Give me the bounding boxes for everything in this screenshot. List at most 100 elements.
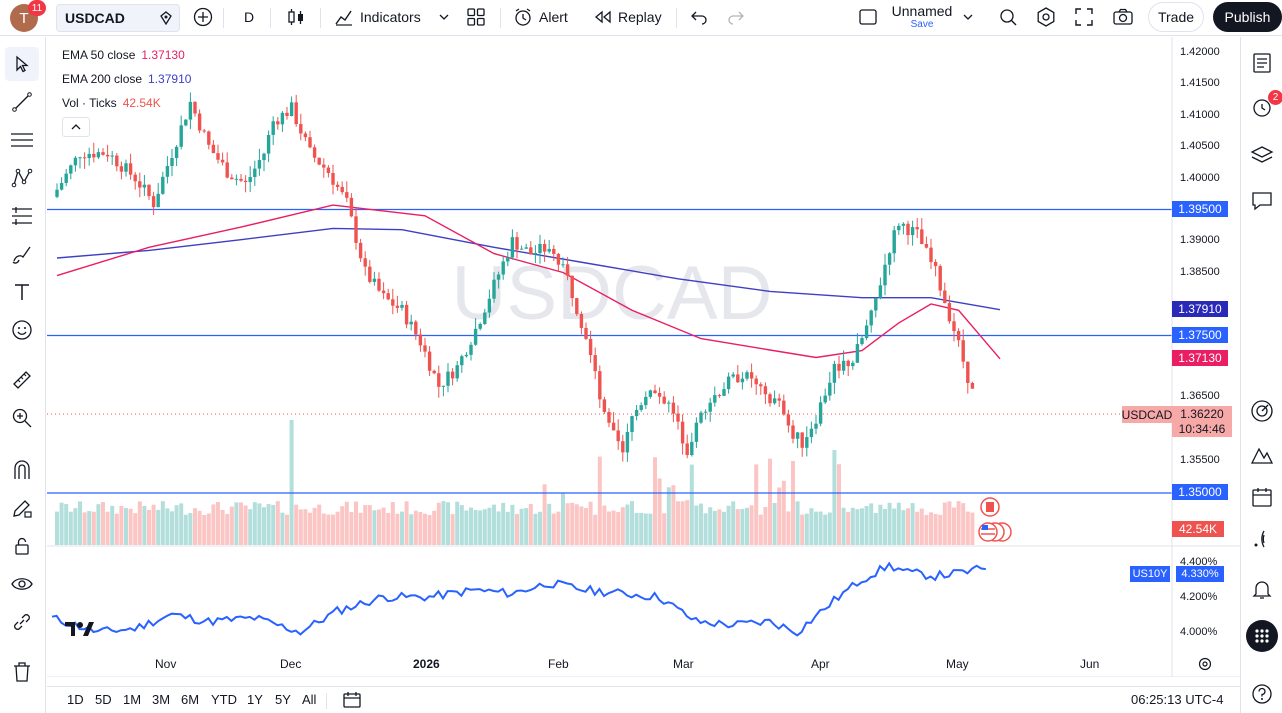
volume-bar (372, 510, 377, 545)
volume-bar (349, 512, 354, 545)
drawing-mode-tool[interactable] (5, 491, 39, 525)
quick-search-button[interactable] (998, 3, 1018, 31)
indicators-button[interactable]: Indicators (334, 3, 421, 31)
link-tool[interactable] (5, 605, 39, 639)
range-ytd[interactable]: YTD (211, 692, 237, 707)
clock[interactable]: 06:25:13 UTC-4 (1131, 692, 1224, 707)
layout-menu[interactable] (858, 3, 878, 31)
volume-bar (400, 511, 404, 545)
measure-tool[interactable] (5, 363, 39, 397)
fullscreen-icon (1075, 8, 1093, 26)
level-label[interactable]: 1.35000 (1172, 484, 1228, 500)
ideas-button[interactable] (1246, 439, 1278, 471)
legend-ema200[interactable]: EMA 200 close 1.37910 (62, 72, 191, 86)
level-label[interactable]: 1.37500 (1172, 327, 1228, 343)
undo-button[interactable] (690, 3, 708, 31)
legend-ema50[interactable]: EMA 50 close 1.37130 (62, 48, 185, 62)
volume-bar (970, 512, 975, 545)
time-axis-settings[interactable] (1198, 657, 1212, 671)
remove-drawings-tool[interactable] (5, 655, 39, 689)
chart-area[interactable]: USDCAD EMA 50 close 1.37130 (47, 37, 1240, 677)
lock-tool[interactable] (5, 529, 39, 563)
cursor-tool[interactable] (5, 47, 39, 81)
range-1m[interactable]: 1M (123, 692, 142, 707)
candle-body (644, 396, 648, 406)
us-flag-icon[interactable] (978, 522, 1012, 542)
candle-body (142, 184, 147, 188)
range-6m[interactable]: 6M (181, 692, 200, 707)
legend-volume[interactable]: Vol · Ticks 42.54K (62, 96, 161, 110)
candle-body (464, 354, 469, 357)
brush-tool[interactable] (5, 237, 39, 271)
redo-button[interactable] (727, 3, 745, 31)
layout-name-label: Unnamed (891, 3, 953, 19)
range-1y[interactable]: 1Y (247, 692, 263, 707)
layout-dropdown[interactable] (962, 3, 974, 31)
pattern-tool[interactable] (5, 161, 39, 195)
volume-bar (699, 503, 703, 545)
range-1d[interactable]: 1D (67, 692, 84, 707)
volume-bar (597, 456, 602, 545)
symbol-search[interactable]: USDCAD (56, 4, 180, 32)
volume-bar (455, 501, 460, 545)
text-tool[interactable] (5, 275, 39, 309)
indicators-dropdown[interactable] (438, 3, 450, 31)
range-all[interactable]: All (302, 692, 317, 707)
volume-bar (243, 505, 248, 545)
target-button[interactable] (1246, 395, 1278, 427)
time-tick: Feb (548, 657, 569, 671)
volume-bar (151, 504, 156, 545)
streams-button[interactable] (1246, 523, 1278, 555)
object-tree-button[interactable] (1246, 139, 1278, 171)
candle-body (616, 430, 620, 442)
ema200-price-label[interactable]: 1.37910 (1172, 301, 1228, 317)
canada-flag-icon[interactable] (980, 497, 1000, 517)
chat-button[interactable] (1246, 185, 1278, 217)
range-3m[interactable]: 3M (152, 692, 171, 707)
fullscreen-button[interactable] (1074, 3, 1094, 31)
volume-bar (694, 505, 699, 545)
alert-button[interactable]: Alert (513, 3, 568, 31)
current-price-value: 1.36220 (1180, 407, 1224, 421)
magnet-tool[interactable] (5, 453, 39, 487)
candles (55, 92, 975, 462)
publish-button[interactable]: Publish (1213, 2, 1282, 32)
goto-date-button[interactable] (342, 691, 362, 709)
us10y-value-label[interactable]: 4.330% (1176, 566, 1224, 582)
volume-bar (193, 508, 197, 545)
current-price-label[interactable]: 1.36220 10:34:46 (1172, 406, 1232, 437)
interval-button[interactable]: D (244, 3, 254, 31)
fib-tool[interactable] (5, 199, 39, 233)
chart-type-button[interactable] (287, 3, 305, 31)
layouts-button[interactable] (467, 3, 485, 31)
snapshot-button[interactable] (1112, 3, 1134, 31)
settings-button[interactable] (1036, 3, 1056, 31)
zoom-tool[interactable] (5, 401, 39, 435)
calendar-button[interactable] (1246, 481, 1278, 513)
trend-line-tool[interactable] (5, 85, 39, 119)
trade-button[interactable]: Trade (1148, 2, 1204, 32)
range-5d[interactable]: 5D (95, 692, 112, 707)
volume-bar (542, 484, 547, 545)
layout-name[interactable]: Unnamed Save (887, 3, 957, 31)
target-icon (1251, 400, 1273, 422)
range-5y[interactable]: 5Y (275, 692, 291, 707)
help-button[interactable] (1246, 678, 1278, 710)
candle-body (96, 152, 101, 158)
level-label[interactable]: 1.39500 (1172, 201, 1228, 217)
visibility-tool[interactable] (5, 567, 39, 601)
add-symbol-button[interactable] (193, 3, 213, 31)
volume-bar (781, 480, 786, 545)
horizontal-lines-tool[interactable] (5, 123, 39, 157)
apps-button[interactable] (1246, 620, 1278, 652)
alerts-panel-button[interactable] (1246, 91, 1278, 123)
eye-icon (11, 578, 33, 590)
emoji-tool[interactable] (5, 313, 39, 347)
watchlist-button[interactable] (1246, 47, 1278, 79)
collapse-legend-button[interactable] (62, 117, 90, 137)
volume-bar (662, 513, 667, 545)
candle-body (381, 290, 386, 294)
notifications-button[interactable] (1246, 573, 1278, 605)
ema50-price-label[interactable]: 1.37130 (1172, 350, 1228, 366)
replay-button[interactable]: Replay (594, 3, 662, 31)
